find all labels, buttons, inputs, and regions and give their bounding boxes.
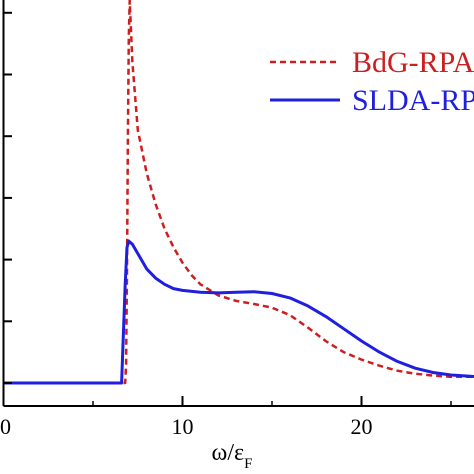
legend: BdG-RPA SLDA-RP	[270, 46, 474, 117]
series-line-1	[3, 239, 474, 385]
x-tick-label-2: 20	[351, 414, 373, 439]
x-axis-title: ω/εF	[212, 440, 253, 472]
series-line-0	[3, 0, 474, 385]
x-axis-label-subscript: F	[244, 456, 252, 472]
x-tick-label-1: 10	[172, 414, 194, 439]
legend-label-bdg-rpa: BdG-RPA	[352, 46, 474, 79]
svg-text:ω/εF: ω/εF	[212, 440, 253, 472]
plot-lines	[3, 0, 474, 385]
ticks: 0 10 20	[0, 11, 452, 439]
x-axis-label: ω/ε	[212, 440, 245, 466]
legend-label-slda-rp: SLDA-RP	[352, 84, 474, 117]
x-tick-label-0: 0	[0, 414, 11, 439]
